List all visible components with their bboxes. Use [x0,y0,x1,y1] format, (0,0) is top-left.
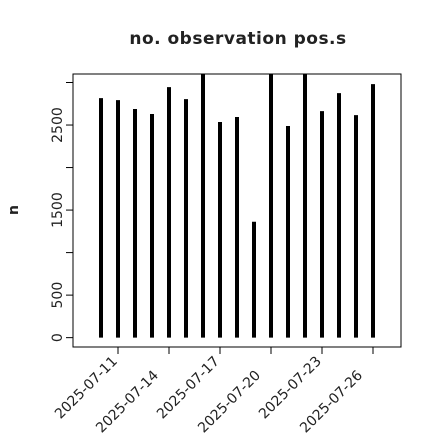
y-tick-label: 500 [50,282,66,309]
y-tick-label: 0 [50,333,66,342]
marks [99,74,375,338]
y-tick-label: 2500 [50,107,66,143]
y-axis-label: n [6,205,22,215]
y-tick-label: 1500 [50,192,66,228]
chart-title: no. observation pos.s [129,29,346,49]
